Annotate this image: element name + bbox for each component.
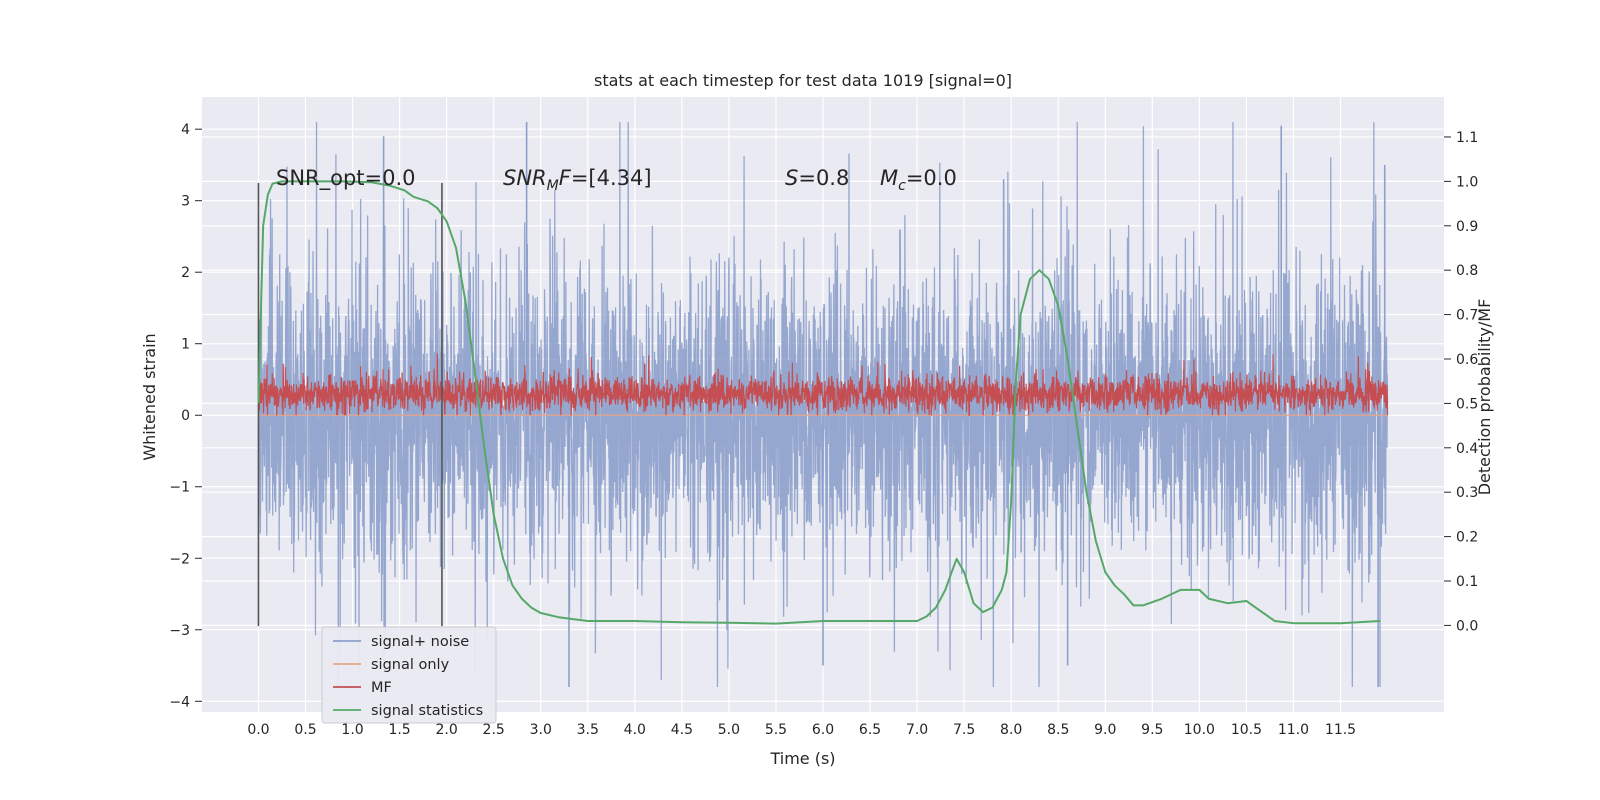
x-tick-label: 4.5: [671, 722, 693, 738]
annotation-snr-mf-rest: =[4.34]: [571, 166, 652, 190]
annotation-mc: Mc=0.0: [880, 166, 957, 194]
annotation-s-rest: =0.8: [798, 166, 849, 190]
y-left-axis-ticks: 4 3 2 1 0 −1 −2 −3 −4: [169, 122, 202, 710]
annotation-mc-rest: =0.0: [906, 166, 957, 190]
y-left-axis-label: Whitened strain: [140, 333, 159, 460]
x-tick-label: 4.0: [624, 722, 646, 738]
x-tick-label: 1.0: [341, 722, 363, 738]
y-right-tick-label: 1.0: [1456, 174, 1478, 190]
annotation-mc-sub: c: [898, 178, 906, 194]
legend-box: [321, 626, 497, 724]
y-left-tick-label: 4: [181, 122, 190, 138]
mf-line: [257, 353, 1389, 416]
y-right-tick-label: 0.0: [1456, 618, 1478, 634]
vertical-markers: [257, 182, 443, 627]
annotation-snr-mf: SNRMF=[4.34]: [503, 166, 652, 194]
annotation-s-base: S: [785, 166, 798, 190]
y-right-tick-label: 0.6: [1456, 352, 1478, 368]
legend-label-mf: MF: [371, 680, 392, 696]
annotation-snr-mf-base: SNR: [503, 166, 547, 190]
series-mf: [257, 353, 1389, 416]
x-tick-label: 11.5: [1325, 722, 1356, 738]
y-right-tick-label: 0.8: [1456, 263, 1478, 279]
legend: signal+ noise signal only MF signal stat…: [321, 626, 497, 724]
annotation-mc-base: M: [880, 166, 898, 190]
x-tick-label: 1.5: [388, 722, 410, 738]
y-right-tick-label: 0.1: [1456, 574, 1478, 590]
legend-label-signal-noise: signal+ noise: [371, 634, 469, 650]
y-right-tick-label: 0.2: [1456, 530, 1478, 546]
x-tick-label: 3.5: [577, 722, 599, 738]
x-tick-label: 3.0: [530, 722, 552, 738]
chart-title: stats at each timestep for test data 101…: [594, 71, 1012, 90]
x-tick-label: 10.0: [1184, 722, 1215, 738]
signal-statistics-line: [257, 180, 1381, 625]
y-right-tick-label: 0.3: [1456, 485, 1478, 501]
y-right-axis-ticks: 1.1 1.0 0.9 0.8 0.7 0.6 0.5 0.4 0.3 0.2 0.1 0.0: [1444, 130, 1478, 634]
series-signal-statistics: [257, 180, 1381, 625]
y-right-axis-label: Detection probability/MF: [1475, 299, 1494, 496]
x-tick-label: 5.0: [718, 722, 740, 738]
y-right-tick-label: 0.9: [1456, 219, 1478, 235]
x-axis-label: Time (s): [769, 749, 835, 768]
x-tick-label: 9.5: [1141, 722, 1163, 738]
y-right-tick-label: 0.5: [1456, 396, 1478, 412]
x-tick-label: 8.5: [1047, 722, 1069, 738]
y-left-tick-label: −3: [169, 623, 190, 639]
annotation-snr-opt: SNR_opt=0.0: [276, 166, 416, 191]
x-tick-label: 0.0: [247, 722, 269, 738]
x-tick-label: 9.0: [1094, 722, 1116, 738]
x-tick-label: 5.5: [765, 722, 787, 738]
y-left-tick-label: −2: [169, 551, 190, 567]
x-tick-label: 2.5: [483, 722, 505, 738]
x-tick-label: 0.5: [294, 722, 316, 738]
annotations: SNR_opt=0.0 SNRMF=[4.34] S=0.8 Mc=0.0: [276, 166, 957, 194]
series-signal-noise: [257, 122, 1389, 687]
x-tick-label: 7.5: [953, 722, 975, 738]
y-right-tick-label: 0.4: [1456, 441, 1478, 457]
legend-label-signal-only: signal only: [371, 657, 450, 673]
y-left-tick-label: 2: [181, 265, 190, 281]
plot-content: [257, 122, 1389, 687]
y-left-tick-label: −4: [169, 694, 190, 710]
x-tick-label: 10.5: [1231, 722, 1262, 738]
y-left-tick-label: −1: [169, 480, 190, 496]
x-tick-label: 8.0: [1000, 722, 1022, 738]
x-tick-label: 7.0: [906, 722, 928, 738]
y-right-tick-label: 0.7: [1456, 308, 1478, 324]
x-tick-label: 6.0: [812, 722, 834, 738]
y-right-tick-label: 1.1: [1456, 130, 1478, 146]
y-left-tick-label: 1: [181, 337, 190, 353]
x-tick-label: 2.0: [436, 722, 458, 738]
annotation-snr-mf-sub: M: [547, 178, 559, 194]
x-tick-label: 11.0: [1278, 722, 1309, 738]
x-tick-label: 6.5: [859, 722, 881, 738]
annotation-snr-mf-f: F: [559, 166, 572, 190]
x-axis-ticks: 0.0 0.5 1.0 1.5 2.0 2.5 3.0 3.5 4.0 4.5 5.0 5.5 6.0 6…: [247, 722, 1356, 738]
legend-label-signal-statistics: signal statistics: [371, 703, 483, 719]
y-left-tick-label: 3: [181, 194, 190, 210]
annotation-s: S=0.8: [785, 166, 849, 190]
y-left-tick-label: 0: [181, 408, 190, 424]
